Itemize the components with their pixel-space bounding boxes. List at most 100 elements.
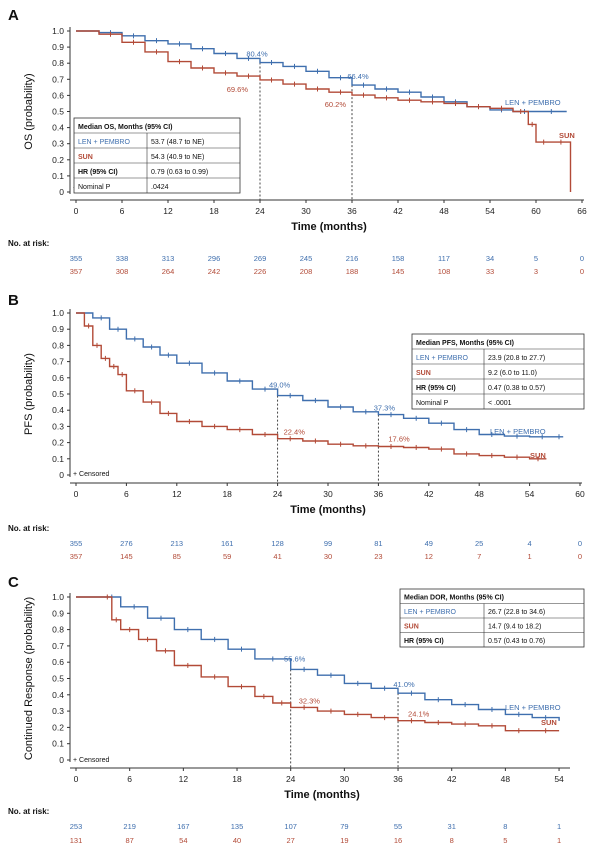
risk-sun-value: 19 [340,836,348,845]
len-pembro-series-label: LEN + PEMBRO [505,98,561,107]
censored-legend: + Censored [73,757,109,764]
risk-sun-value: 208 [300,267,313,276]
risk-len-value: 1 [557,822,561,831]
risk-sun-value: 27 [287,836,295,845]
x-tick-label: 36 [374,489,384,499]
risk-sun-value: 23 [374,552,382,561]
len-pembro-survival-curve [76,312,564,438]
y-tick-label: 0.1 [52,739,64,749]
y-tick-label: 0.5 [52,389,64,399]
median-table-row-value: 0.79 (0.63 to 0.99) [151,169,208,176]
y-axis-label: PFS (probability) [23,353,35,435]
risk-len-value: 313 [162,254,175,263]
y-tick-label: 0.9 [52,324,64,334]
x-tick-label: 12 [172,489,182,499]
x-tick-label: 24 [286,774,296,784]
risk-len-value: 296 [208,254,221,263]
x-tick-label: 18 [222,489,232,499]
risk-len-value: 216 [346,254,359,263]
x-tick-label: 60 [531,206,541,216]
risk-sun-value: 145 [120,552,133,561]
annotation-len-36: 66.4% [347,72,369,81]
risk-sun-value: 188 [346,267,359,276]
risk-sun-value: 264 [162,267,175,276]
risk-sun-value: 242 [208,267,221,276]
panel-label: B [8,292,19,309]
risk-sun-value: 357 [70,552,83,561]
median-table: Median DOR, Months (95% CI) LEN + PEMBRO 2… [399,588,585,648]
y-tick-label: 0.9 [52,42,64,52]
median-table: Median PFS, Months (95% CI) LEN + PEMBRO 2… [411,333,585,410]
y-tick-label: 0.2 [52,722,64,732]
risk-len-value: 276 [120,539,133,548]
sun-series-label: SUN [559,131,575,140]
risk-sun-value: 54 [179,836,187,845]
y-tick-label: 1.0 [52,308,64,318]
risk-len-value: 355 [70,539,83,548]
risk-len-value: 128 [271,539,284,548]
risk-sun-value: 5 [503,836,507,845]
x-tick-label: 12 [163,206,173,216]
risk-sun-value: 0 [580,267,584,276]
y-tick-label: 0.1 [52,171,64,181]
y-tick-label: 0.7 [52,357,64,367]
risk-sun-value: 1 [528,552,532,561]
y-tick-label: 0.2 [52,155,64,165]
x-tick-label: 42 [393,206,403,216]
risk-table-label: No. at risk: [8,524,49,533]
y-axis-label: Continued Response (probability) [23,597,35,760]
x-tick-label: 54 [485,206,495,216]
y-tick-label: 0 [59,187,64,197]
annotation-len-24: 55.6% [284,654,306,663]
median-table-row-value: 0.57 (0.43 to 0.76) [488,638,545,645]
x-tick-label: 6 [127,774,132,784]
risk-len-value: 117 [438,254,450,263]
x-tick-label: 6 [124,489,129,499]
risk-len-value: 25 [475,539,483,548]
y-tick-label: 0.5 [52,107,64,117]
y-tick-label: 0.7 [52,74,64,84]
risk-sun-value: 41 [273,552,281,561]
risk-len-value: 0 [578,539,582,548]
median-table: Median OS, Months (95% CI) LEN + PEMBRO 53… [73,117,241,194]
risk-len-value: 107 [284,822,297,831]
sun-series-label: SUN [541,718,557,727]
risk-len-value: 338 [116,254,129,263]
annotation-sun-24: 32.3% [299,696,321,705]
median-table-row-value: 53.7 (48.7 to NE) [151,139,204,146]
y-tick-label: 0.2 [52,438,64,448]
x-tick-label: 30 [301,206,311,216]
y-tick-label: 0.8 [52,625,64,635]
y-tick-label: 1.0 [52,592,64,602]
risk-len-value: 55 [394,822,402,831]
median-table-border [73,117,241,194]
x-tick-label: 6 [120,206,125,216]
median-table-row-label: HR (95% CI) [404,638,444,645]
median-table-header: Median OS, Months (95% CI) [78,124,173,131]
risk-len-value: 0 [580,254,584,263]
risk-len-value: 213 [171,539,184,548]
risk-sun-value: 8 [450,836,454,845]
len-pembro-series-label: LEN + PEMBRO [505,703,561,712]
y-tick-label: 0.1 [52,454,64,464]
y-axis-label: OS (probability) [23,73,35,149]
median-table-row-label: LEN + PEMBRO [416,355,468,362]
annotation-sun-36: 17.6% [388,434,410,443]
y-tick-label: 0.3 [52,706,64,716]
x-axis-label: Time (months) [291,221,367,233]
x-axis-label: Time (months) [290,504,366,516]
y-tick-label: 0.6 [52,373,64,383]
risk-sun-value: 226 [254,267,267,276]
risk-sun-value: 12 [425,552,433,561]
risk-sun-value: 357 [70,267,83,276]
risk-len-value: 219 [123,822,136,831]
risk-len-value: 253 [70,822,83,831]
median-table-row-value: 9.2 (6.0 to 11.0) [488,370,537,377]
sun-series-label: SUN [530,451,546,460]
y-tick-label: 0.4 [52,690,64,700]
len-pembro-series-label: LEN + PEMBRO [490,427,546,436]
x-tick-label: 60 [575,489,585,499]
y-tick-label: 0.4 [52,405,64,415]
risk-len-value: 31 [448,822,456,831]
